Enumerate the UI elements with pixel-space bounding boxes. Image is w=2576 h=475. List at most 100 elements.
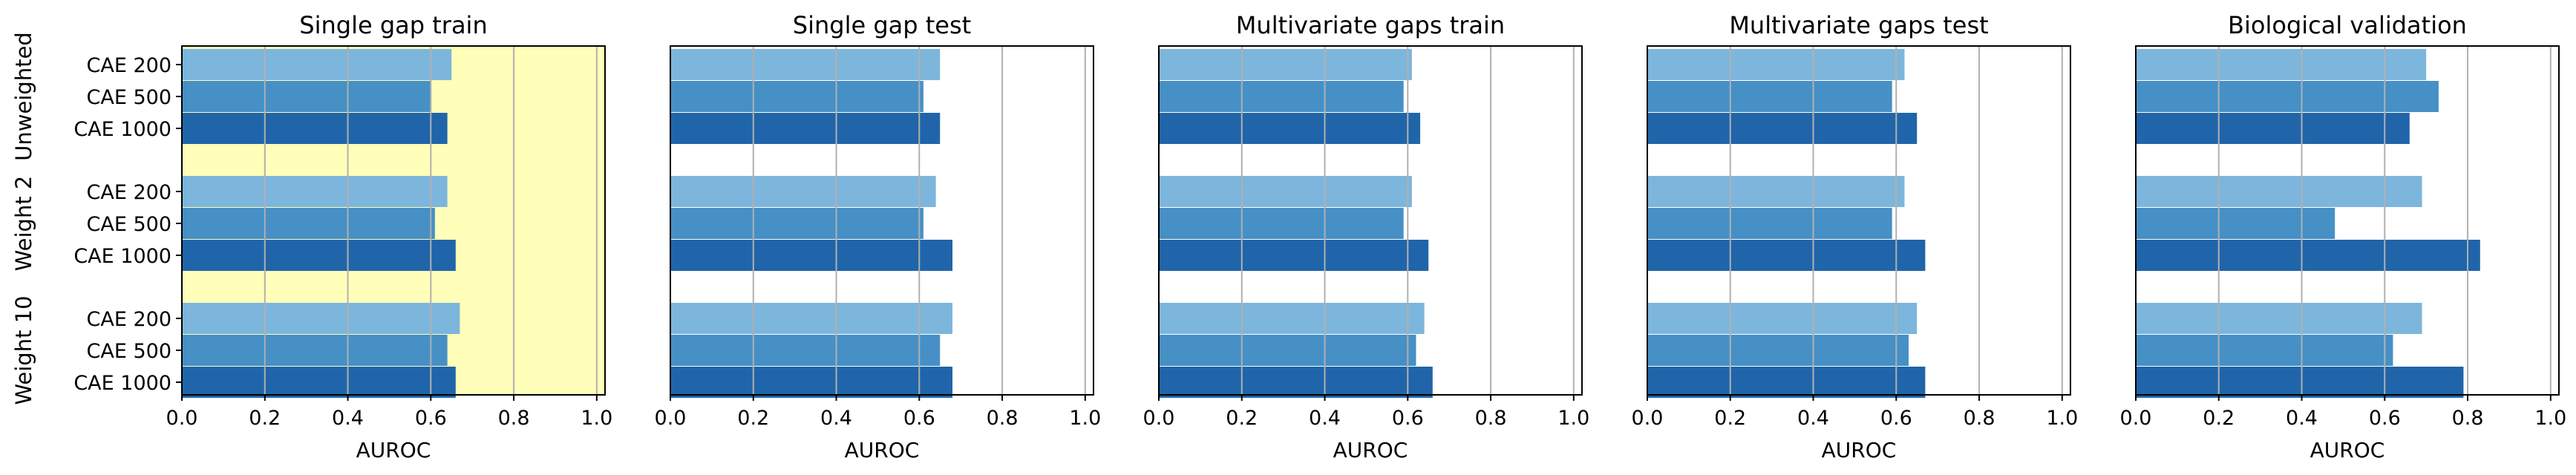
bar-unweighted-cae-500 (2136, 81, 2439, 112)
x-tick-label: 0.4 (1309, 407, 1341, 430)
bar-weight-2-cae-1000 (670, 240, 952, 271)
x-tick-label: 0.2 (2203, 407, 2235, 430)
x-tick-label: 0.0 (1143, 407, 1175, 430)
bar-weight-10-cae-500 (2136, 335, 2393, 366)
y-tick-label: CAE 200 (87, 308, 172, 331)
bar-unweighted-cae-1000 (182, 113, 448, 144)
bar-weight-10-cae-200 (2136, 303, 2422, 334)
panel-frame (1158, 45, 1583, 396)
x-tick-label: 0.8 (2452, 407, 2484, 430)
x-tick-label: 0.6 (1392, 407, 1424, 430)
x-axis-label: AUROC (2310, 438, 2385, 462)
bar-weight-2-cae-500 (1647, 208, 1892, 239)
bar-weight-2-cae-1000 (1647, 240, 1926, 271)
bar-weight-2-cae-1000 (1159, 240, 1429, 271)
bar-weight-10-cae-1000 (182, 367, 456, 398)
panel-frame (181, 45, 606, 396)
x-axis-label: AUROC (845, 438, 920, 462)
bar-unweighted-cae-500 (182, 81, 431, 112)
panel-frame (1647, 45, 2071, 396)
y-tick-label: CAE 1000 (73, 372, 171, 395)
bar-weight-2-cae-200 (1647, 176, 1905, 207)
group-label: Weight 2 (11, 176, 36, 272)
x-tick-label: 0.4 (1797, 407, 1829, 430)
panel-title: Multivariate gaps train (1236, 11, 1505, 39)
group-label: Unweighted (11, 32, 36, 161)
panel-title: Multivariate gaps test (1729, 11, 1988, 39)
bar-weight-2-cae-500 (670, 208, 923, 239)
panel-5: 0.0 0.2 0.4 0.6 0.8 1.0 AUROC Biological valida… (2120, 11, 2567, 462)
bar-unweighted-cae-1000 (1647, 113, 1918, 144)
panel-frame (2135, 45, 2560, 396)
bar-weight-2-cae-1000 (2136, 240, 2480, 271)
bar-unweighted-cae-500 (1159, 81, 1404, 112)
x-tick-label: 1.0 (1069, 407, 1101, 430)
bar-weight-10-cae-500 (670, 335, 941, 366)
bar-weight-10-cae-200 (670, 303, 952, 334)
x-tick-label: 1.0 (581, 407, 612, 430)
x-tick-label: 0.6 (2369, 407, 2401, 430)
x-tick-label: 0.4 (820, 407, 852, 430)
x-tick-label: 0.4 (332, 407, 364, 430)
x-axis-label: AUROC (356, 438, 431, 462)
bar-weight-10-cae-200 (1159, 303, 1425, 334)
bar-weight-10-cae-500 (1159, 335, 1416, 366)
bar-unweighted-cae-200 (182, 49, 452, 80)
x-tick-label: 0.6 (415, 407, 447, 430)
x-tick-label: 1.0 (2534, 407, 2566, 430)
bar-unweighted-cae-1000 (1159, 113, 1421, 144)
bar-unweighted-cae-200 (2136, 49, 2427, 80)
y-tick-label: CAE 200 (87, 181, 172, 204)
x-axis-label: AUROC (1333, 438, 1408, 462)
bar-weight-2-cae-200 (1159, 176, 1412, 207)
panel-4: 0.0 0.2 0.4 0.6 0.8 1.0 AUROC Multivariate gaps… (1632, 11, 2079, 462)
bar-weight-2-cae-200 (182, 176, 448, 207)
x-tick-label: 0.8 (1475, 407, 1507, 430)
bar-weight-10-cae-1000 (1159, 367, 1433, 398)
x-tick-label: 1.0 (2046, 407, 2078, 430)
x-tick-label: 0.0 (1632, 407, 1664, 430)
panel-3: 0.0 0.2 0.4 0.6 0.8 1.0 AUROC Multivariate gaps… (1143, 11, 1590, 462)
bar-unweighted-cae-1000 (670, 113, 941, 144)
bar-weight-2-cae-1000 (182, 240, 456, 271)
x-tick-label: 0.2 (737, 407, 769, 430)
x-axis-label: AUROC (1822, 438, 1897, 462)
bar-weight-10-cae-1000 (1647, 367, 1926, 398)
panel-title: Single gap train (299, 11, 487, 39)
bar-weight-10-cae-1000 (2136, 367, 2464, 398)
group-label: Weight 10 (11, 295, 36, 404)
y-tick-label: CAE 500 (87, 213, 172, 236)
y-tick-label: CAE 1000 (73, 245, 171, 268)
panel-title: Biological validation (2228, 11, 2467, 39)
x-tick-label: 0.2 (249, 407, 281, 430)
x-tick-label: 1.0 (1557, 407, 1589, 430)
bar-weight-10-cae-500 (1647, 335, 1909, 366)
bar-weight-2-cae-200 (670, 176, 936, 207)
x-tick-label: 0.2 (1226, 407, 1258, 430)
bar-weight-2-cae-500 (2136, 208, 2335, 239)
bar-weight-10-cae-500 (182, 335, 448, 366)
bar-weight-2-cae-500 (182, 208, 435, 239)
bar-unweighted-cae-1000 (2136, 113, 2410, 144)
y-tick-label: CAE 500 (87, 340, 172, 363)
x-tick-label: 0.8 (987, 407, 1019, 430)
bar-weight-10-cae-1000 (670, 367, 952, 398)
bar-unweighted-cae-200 (1159, 49, 1412, 80)
y-tick-label: CAE 1000 (73, 118, 171, 141)
x-tick-label: 0.0 (655, 407, 687, 430)
bar-unweighted-cae-200 (670, 49, 941, 80)
bar-weight-10-cae-200 (182, 303, 460, 334)
panel-frame (670, 45, 1094, 396)
bar-unweighted-cae-500 (670, 81, 923, 112)
bar-weight-2-cae-200 (2136, 176, 2422, 207)
y-tick-label: CAE 500 (87, 86, 172, 109)
x-tick-label: 0.4 (2286, 407, 2318, 430)
x-tick-label: 0.8 (1964, 407, 1995, 430)
x-tick-label: 0.0 (166, 407, 198, 430)
x-tick-label: 0.6 (903, 407, 935, 430)
bar-weight-2-cae-500 (1159, 208, 1404, 239)
panel-title: Single gap test (793, 11, 971, 39)
x-tick-label: 0.0 (2120, 407, 2152, 430)
bar-unweighted-cae-500 (1647, 81, 1892, 112)
